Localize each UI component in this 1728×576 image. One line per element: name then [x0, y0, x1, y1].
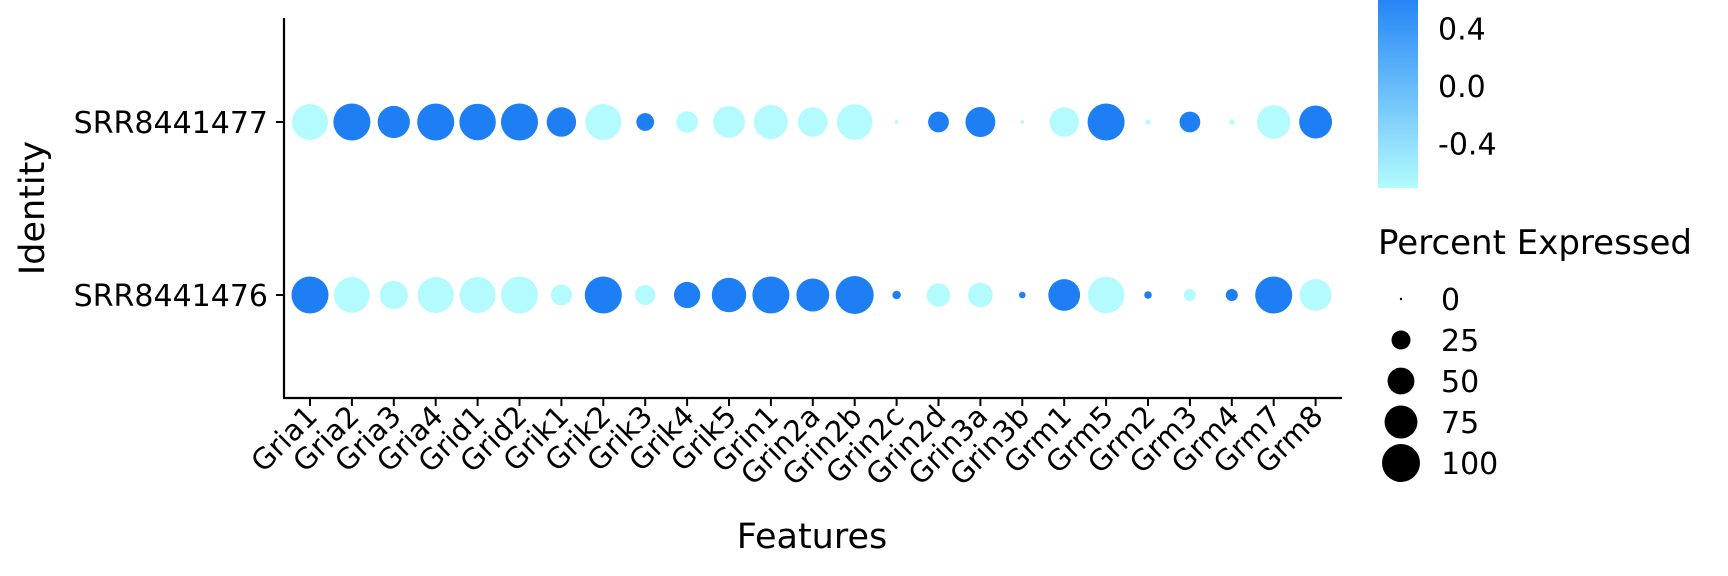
size-legend-label: 100: [1441, 447, 1498, 482]
y-tick-label: SRR8441477: [74, 106, 268, 141]
dot: [1299, 279, 1332, 311]
dot: [965, 107, 996, 137]
dot: [796, 278, 830, 312]
dot: [334, 277, 370, 313]
dot: [550, 284, 572, 306]
color-tick-label: -0.4: [1438, 128, 1497, 163]
dot: [585, 103, 622, 141]
size-legend-dot: [1387, 367, 1415, 395]
dot: [926, 283, 951, 307]
color-tick-label: 0.0: [1438, 70, 1486, 105]
size-legend-label: 50: [1441, 365, 1479, 400]
dot: [1179, 111, 1201, 133]
color-legend: 0.4 0.0 -0.4: [1378, 0, 1497, 188]
dot: [1255, 276, 1293, 314]
dot: [417, 103, 455, 141]
dot: [798, 107, 828, 137]
dot: [1020, 120, 1025, 124]
dot: [1145, 119, 1151, 125]
dot: [1087, 276, 1125, 314]
dot: [379, 280, 408, 310]
dot: [546, 107, 577, 137]
dot: [377, 105, 410, 139]
size-legend-dot: [1399, 297, 1403, 301]
dot: [417, 276, 454, 314]
dot: [1087, 103, 1125, 141]
y-axis-ticks: SRR8441477 SRR8441476: [74, 106, 284, 314]
dot: [711, 277, 747, 313]
dot: [1183, 288, 1196, 302]
dot: [1048, 279, 1081, 311]
dot: [1049, 107, 1079, 137]
dot: [636, 113, 655, 131]
dot-marks: [291, 103, 1333, 314]
dot: [459, 103, 496, 141]
y-axis-title: Identity: [13, 141, 53, 275]
dot: [1229, 119, 1235, 125]
dot: [1256, 105, 1291, 139]
dot: [584, 276, 622, 314]
size-legend-label: 75: [1441, 406, 1479, 441]
dot: [500, 276, 539, 314]
dot: [291, 276, 329, 314]
x-axis-title: Features: [737, 517, 888, 557]
color-bar: [1378, 0, 1418, 188]
dot: [894, 120, 899, 124]
color-tick-label: 0.4: [1438, 12, 1486, 47]
size-legend-title: Percent Expressed: [1378, 223, 1692, 263]
size-legend-label: 0: [1441, 283, 1460, 318]
dot: [892, 290, 901, 300]
dot: [928, 111, 949, 133]
dot: [459, 276, 496, 314]
dot: [1144, 291, 1152, 299]
size-legend-dot: [1384, 405, 1418, 439]
dot: [835, 276, 874, 314]
dot: [673, 281, 701, 309]
dot: [713, 106, 745, 138]
size-legend-label: 25: [1441, 324, 1479, 359]
dot: [753, 105, 788, 139]
dot: [676, 111, 698, 133]
dot: [291, 103, 329, 141]
size-legend: Percent Expressed 0 25 50 75 100: [1378, 223, 1692, 482]
dot: [635, 284, 656, 306]
dot: [836, 104, 873, 140]
dot: [1019, 291, 1026, 299]
size-legend-dot: [1391, 330, 1411, 350]
size-legend-dot: [1382, 444, 1420, 482]
x-axis-ticks: Gria1Gria2Gria3Gria4Grid1Grid2Grik1Grik2…: [244, 398, 1330, 492]
dot: [333, 103, 371, 141]
dot: [752, 276, 790, 314]
dot: [968, 282, 993, 308]
dot: [1225, 288, 1238, 302]
dot: [1299, 105, 1333, 139]
y-tick-label: SRR8441476: [74, 279, 268, 314]
dot: [500, 103, 539, 141]
